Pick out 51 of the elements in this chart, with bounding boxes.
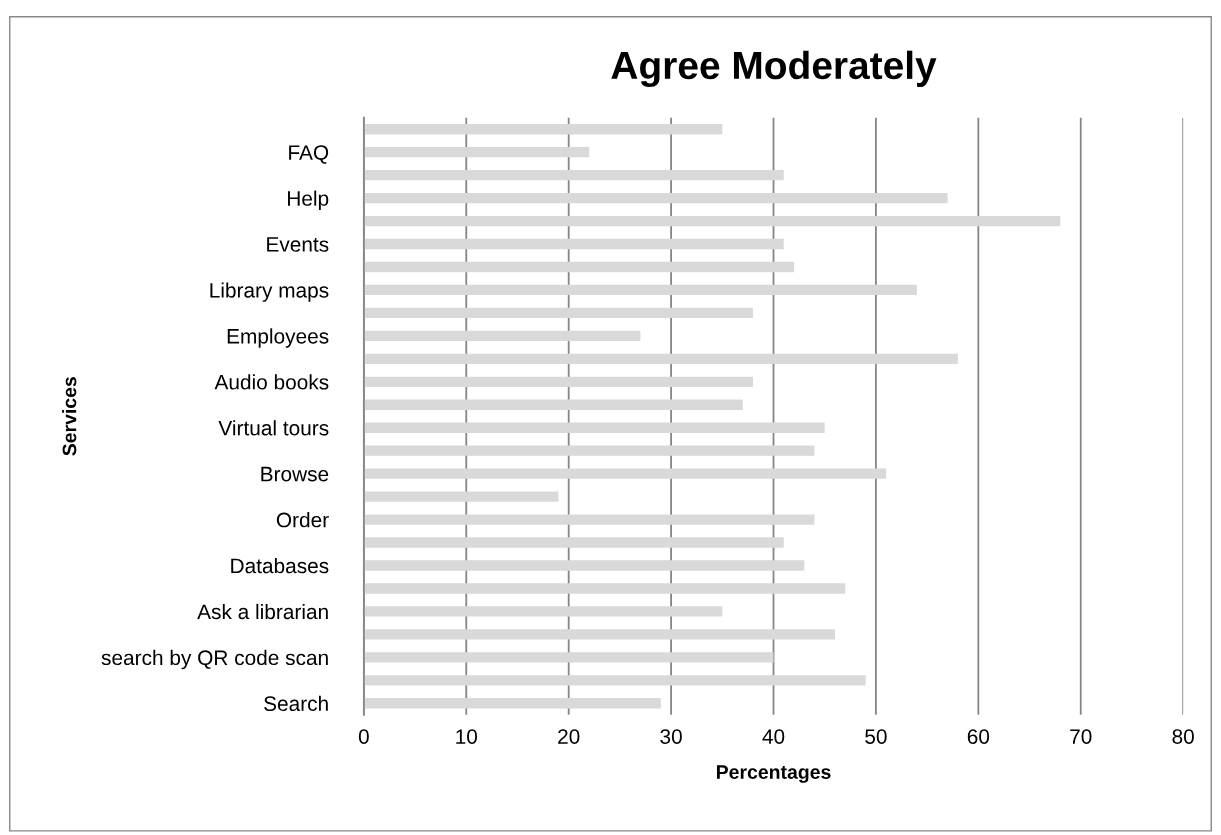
y-tick-label: Employees xyxy=(227,328,329,348)
y-tick-label: Browse xyxy=(261,466,329,482)
y-tick-label: Library maps xyxy=(210,282,329,302)
bar xyxy=(363,422,825,433)
bar xyxy=(363,376,754,387)
bar xyxy=(363,491,559,502)
y-tick-label: Databases xyxy=(231,557,329,574)
bar xyxy=(363,652,774,663)
bar xyxy=(363,307,754,319)
bar xyxy=(363,215,1061,227)
chart-title: Agree Moderately xyxy=(611,50,937,88)
bar xyxy=(363,330,641,342)
bar xyxy=(363,124,723,135)
bar xyxy=(363,560,805,571)
x-tick-label: 30 xyxy=(660,729,682,744)
bar xyxy=(363,147,590,158)
bar xyxy=(363,468,887,479)
bar xyxy=(363,353,958,365)
bar xyxy=(363,238,784,250)
x-tick-label: 80 xyxy=(1172,729,1194,744)
bar xyxy=(363,284,917,296)
y-tick-label: Help xyxy=(288,190,329,210)
x-tick-label: 60 xyxy=(967,729,990,744)
bar xyxy=(363,169,784,181)
x-tick-label: 10 xyxy=(456,729,478,744)
bar xyxy=(363,537,784,548)
x-tick-label: 70 xyxy=(1070,729,1092,744)
y-tick-label: Order xyxy=(276,512,329,528)
y-tick-label: search by QR code scan xyxy=(101,649,328,670)
bar xyxy=(363,629,835,640)
bar xyxy=(363,261,794,273)
y-tick-label: Events xyxy=(267,237,329,252)
bar xyxy=(363,583,846,594)
y-tick-label: Search xyxy=(264,695,328,712)
bar xyxy=(363,698,661,709)
x-tick-label: 40 xyxy=(762,729,785,744)
bar xyxy=(363,192,948,204)
bar xyxy=(363,514,815,525)
y-axis-title: Services xyxy=(62,377,77,456)
y-tick-label: Ask a librarian xyxy=(197,603,328,620)
y-tick-label: FAQ xyxy=(289,145,329,164)
bar xyxy=(363,675,866,686)
y-tick-label: Audio books xyxy=(214,374,329,390)
x-axis-title: Percentages xyxy=(716,765,831,783)
bar xyxy=(363,606,723,617)
bar xyxy=(363,445,815,456)
bar xyxy=(363,399,743,410)
x-tick-label: 50 xyxy=(865,729,887,744)
y-tick-label: Virtual tours xyxy=(218,420,329,436)
x-tick-label: 0 xyxy=(358,729,369,744)
x-tick-label: 20 xyxy=(558,729,580,744)
